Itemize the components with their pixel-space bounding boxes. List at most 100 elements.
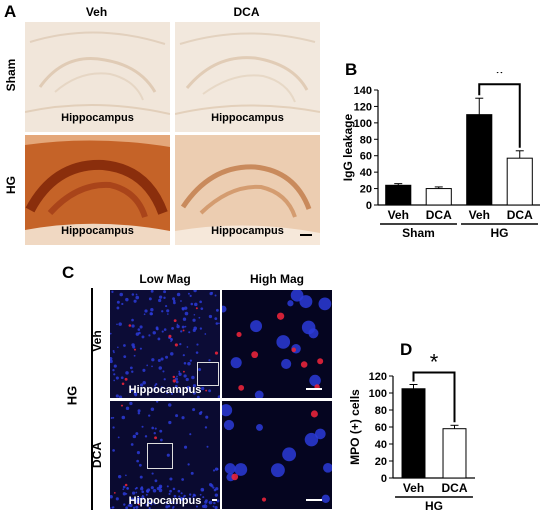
x-tick-label: Veh	[403, 481, 424, 495]
nucleus-dot	[151, 426, 154, 430]
mpo-dot	[310, 410, 318, 418]
nucleus-dot	[153, 432, 156, 435]
nucleus-dot	[210, 291, 213, 294]
nucleus-dot	[180, 492, 183, 495]
nucleus-dot	[184, 311, 189, 316]
nucleus-dot	[141, 490, 145, 494]
nucleus-dot	[176, 375, 178, 378]
nucleus-dot	[183, 445, 188, 449]
nucleus-dot	[180, 330, 183, 333]
nucleus-dot	[137, 328, 141, 331]
nucleus-dot	[116, 306, 120, 310]
nucleus-dot	[214, 294, 217, 297]
nucleus-dot	[200, 307, 204, 310]
y-tick-label: 40	[375, 439, 387, 451]
nucleus-dot	[175, 414, 179, 418]
nucleus-dot	[139, 347, 142, 350]
nucleus-dot	[113, 351, 115, 354]
nucleus-dot	[175, 380, 179, 384]
dca-lowmag-inset-box	[147, 443, 173, 469]
nucleus-dot	[162, 370, 165, 373]
y-tick-label: 120	[354, 101, 372, 113]
nucleus-dot	[187, 292, 190, 295]
bar-1	[442, 428, 467, 479]
nucleus-dot	[133, 391, 137, 396]
micrograph-sham-veh: Hippocampus	[25, 22, 170, 132]
nucleus-dot	[138, 463, 142, 467]
nucleus-dot	[276, 335, 291, 349]
nucleus-dot	[185, 377, 189, 382]
mpo-dot	[121, 382, 125, 386]
mpo-dot	[137, 503, 140, 506]
nucleus-dot	[204, 426, 208, 429]
mpo-dot	[124, 483, 128, 487]
nucleus-dot	[299, 295, 313, 309]
significance-star: *	[495, 72, 504, 86]
mpo-dot	[238, 384, 245, 391]
nucleus-dot	[216, 468, 219, 470]
nucleus-dot	[183, 362, 187, 365]
mpo-dot	[174, 343, 178, 347]
dca-lowmag-scale-bar	[212, 499, 217, 501]
nucleus-dot	[159, 429, 163, 433]
nucleus-dot	[181, 416, 185, 420]
nucleus-dot	[176, 323, 179, 326]
nucleus-dot	[190, 471, 194, 475]
nucleus-dot	[175, 502, 178, 505]
nucleus-dot	[119, 292, 124, 297]
nucleus-dot	[213, 501, 216, 505]
panel-d-letter: D	[400, 340, 413, 359]
nucleus-dot	[281, 358, 292, 369]
nucleus-dot	[161, 330, 164, 333]
bar-0	[385, 184, 412, 206]
hg-veh-tissue	[25, 135, 170, 245]
nucleus-dot	[205, 499, 208, 503]
nucleus-dot	[125, 406, 130, 411]
nucleus-dot	[157, 337, 161, 341]
mpo-dot	[261, 497, 267, 502]
nucleus-dot	[130, 443, 134, 446]
nucleus-dot	[150, 290, 154, 293]
group-label: Sham	[402, 226, 435, 240]
nucleus-dot	[178, 390, 181, 393]
nucleus-dot	[198, 367, 202, 372]
panel-a-row-hg: HG	[4, 176, 18, 194]
nucleus-dot	[116, 323, 118, 326]
nucleus-dot	[118, 395, 123, 398]
nucleus-dot	[172, 487, 176, 491]
fluorescence-veh-lowmag: Hippocampus	[110, 290, 220, 398]
nucleus-dot	[203, 504, 208, 509]
nucleus-dot	[170, 392, 173, 395]
nucleus-dot	[184, 325, 187, 328]
nucleus-dot	[165, 391, 169, 394]
mpo-dot	[172, 379, 176, 383]
nucleus-dot	[112, 426, 115, 429]
veh-highmag-cells	[222, 290, 332, 398]
nucleus-dot	[117, 474, 122, 479]
nucleus-dot	[128, 503, 133, 508]
nucleus-dot	[113, 364, 117, 368]
nucleus-dot	[173, 494, 177, 498]
nucleus-dot	[212, 469, 216, 472]
nucleus-dot	[139, 383, 144, 387]
nucleus-dot	[215, 308, 219, 312]
sham-veh-caption: Hippocampus	[61, 112, 134, 124]
nucleus-dot	[186, 346, 189, 348]
nucleus-dot	[282, 447, 297, 462]
nucleus-dot	[179, 342, 182, 346]
mpo-dot	[124, 377, 128, 381]
nucleus-dot	[163, 378, 166, 381]
mpo-dot	[183, 370, 185, 373]
nucleus-dot	[140, 504, 143, 506]
significance-bracket	[478, 83, 521, 148]
nucleus-dot	[160, 357, 164, 361]
nucleus-dot	[212, 505, 215, 508]
nucleus-dot	[270, 463, 285, 478]
nucleus-dot	[154, 479, 158, 483]
nucleus-dot	[230, 357, 242, 369]
mpo-dot	[120, 404, 124, 407]
mpo-dot	[113, 492, 116, 494]
nucleus-dot	[145, 489, 149, 493]
y-tick-label: 40	[360, 167, 372, 179]
mpo-dot	[154, 436, 158, 440]
